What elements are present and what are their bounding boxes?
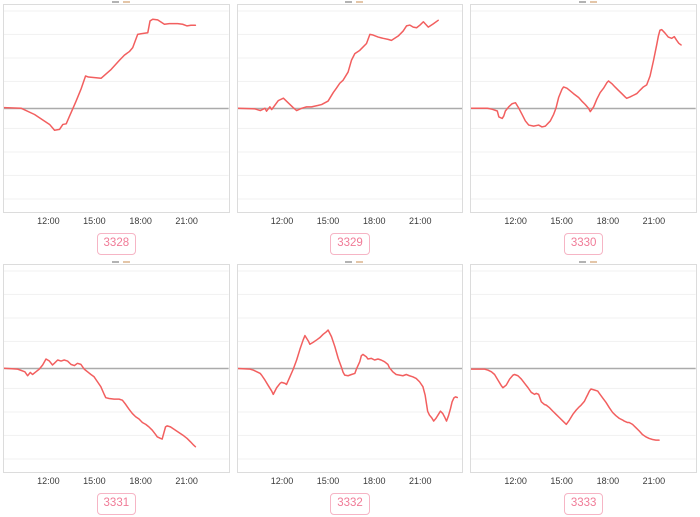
x-tick-label: 21:00 — [408, 216, 432, 226]
chart-id-badge[interactable]: 3328 — [96, 233, 137, 255]
x-tick-label: 21:00 — [175, 476, 198, 486]
chart-cell-3330: 12:00 15:00 18:00 21:00 3330 — [470, 0, 697, 257]
x-tick-label: 18:00 — [596, 476, 620, 486]
title-fragment — [345, 1, 353, 3]
clipped-chart-title — [470, 0, 697, 4]
line-chart-3332[interactable] — [236, 264, 464, 473]
line-chart-3328[interactable] — [3, 4, 230, 213]
line-chart-3329[interactable] — [236, 4, 464, 213]
x-tick-label: 12:00 — [270, 476, 294, 486]
x-tick-label: 12:00 — [37, 476, 60, 486]
x-axis: 12:00 15:00 18:00 21:00 — [3, 473, 230, 490]
line-chart-3330[interactable] — [470, 4, 697, 213]
x-axis: 12:00 15:00 18:00 21:00 — [470, 473, 697, 490]
x-tick-label: 15:00 — [550, 216, 573, 226]
x-tick-label: 21:00 — [642, 216, 666, 226]
clipped-chart-title — [237, 257, 464, 264]
clipped-chart-title — [237, 0, 464, 4]
line-chart-3333[interactable] — [470, 264, 697, 473]
badge-row: 3333 — [470, 493, 697, 517]
chart-id-badge[interactable]: 3333 — [563, 493, 604, 515]
title-fragment — [579, 261, 587, 263]
x-tick-label: 21:00 — [642, 476, 666, 486]
chart-cell-3331: 12:00 15:00 18:00 21:00 3331 — [3, 257, 230, 517]
chart-id-badge[interactable]: 3330 — [563, 233, 604, 255]
badge-row: 3329 — [237, 233, 464, 257]
title-fragment — [579, 1, 587, 3]
x-axis: 12:00 15:00 18:00 21:00 — [3, 213, 230, 230]
x-tick-label: 12:00 — [270, 216, 294, 226]
x-tick-label: 15:00 — [83, 216, 106, 226]
line-chart-3331[interactable] — [3, 264, 230, 473]
title-fragment — [345, 261, 353, 263]
chart-cell-3332: 12:00 15:00 18:00 21:00 3332 — [236, 257, 464, 517]
x-tick-label: 18:00 — [362, 476, 386, 486]
chart-id-badge[interactable]: 3331 — [96, 493, 137, 515]
x-tick-label: 15:00 — [550, 476, 573, 486]
chart-line — [4, 359, 195, 447]
title-fragment — [111, 1, 119, 3]
chart-id-badge[interactable]: 3332 — [330, 493, 370, 515]
badge-row: 3331 — [3, 493, 230, 517]
x-tick-label: 18:00 — [362, 216, 386, 226]
x-tick-label: 12:00 — [504, 216, 527, 226]
chart-cell-3328: 12:00 15:00 18:00 21:00 3328 — [3, 0, 230, 257]
badge-row: 3328 — [3, 233, 230, 257]
x-axis: 12:00 15:00 18:00 21:00 — [470, 213, 697, 230]
badge-row: 3330 — [470, 233, 697, 257]
x-axis: 12:00 15:00 18:00 21:00 — [237, 213, 464, 230]
title-fragment — [111, 261, 119, 263]
chart-line — [238, 20, 438, 111]
chart-id-badge[interactable]: 3329 — [330, 233, 370, 255]
x-tick-label: 21:00 — [175, 216, 198, 226]
x-tick-label: 15:00 — [83, 476, 106, 486]
x-tick-label: 12:00 — [504, 476, 527, 486]
badge-row: 3332 — [237, 493, 464, 517]
x-tick-label: 21:00 — [408, 476, 432, 486]
chart-line — [238, 330, 457, 421]
x-tick-label: 18:00 — [129, 476, 152, 486]
chart-cell-3329: 12:00 15:00 18:00 21:00 3329 — [236, 0, 464, 257]
clipped-chart-title — [470, 257, 697, 264]
x-axis: 12:00 15:00 18:00 21:00 — [237, 473, 464, 490]
clipped-chart-title — [3, 257, 230, 264]
x-tick-label: 18:00 — [596, 216, 620, 226]
chart-line — [471, 30, 681, 127]
x-tick-label: 15:00 — [316, 476, 340, 486]
chart-line — [4, 19, 195, 130]
x-tick-label: 15:00 — [316, 216, 340, 226]
chart-cell-3333: 12:00 15:00 18:00 21:00 3333 — [470, 257, 697, 517]
x-tick-label: 12:00 — [37, 216, 60, 226]
x-tick-label: 18:00 — [129, 216, 152, 226]
clipped-chart-title — [3, 0, 230, 4]
chart-line — [471, 369, 659, 440]
